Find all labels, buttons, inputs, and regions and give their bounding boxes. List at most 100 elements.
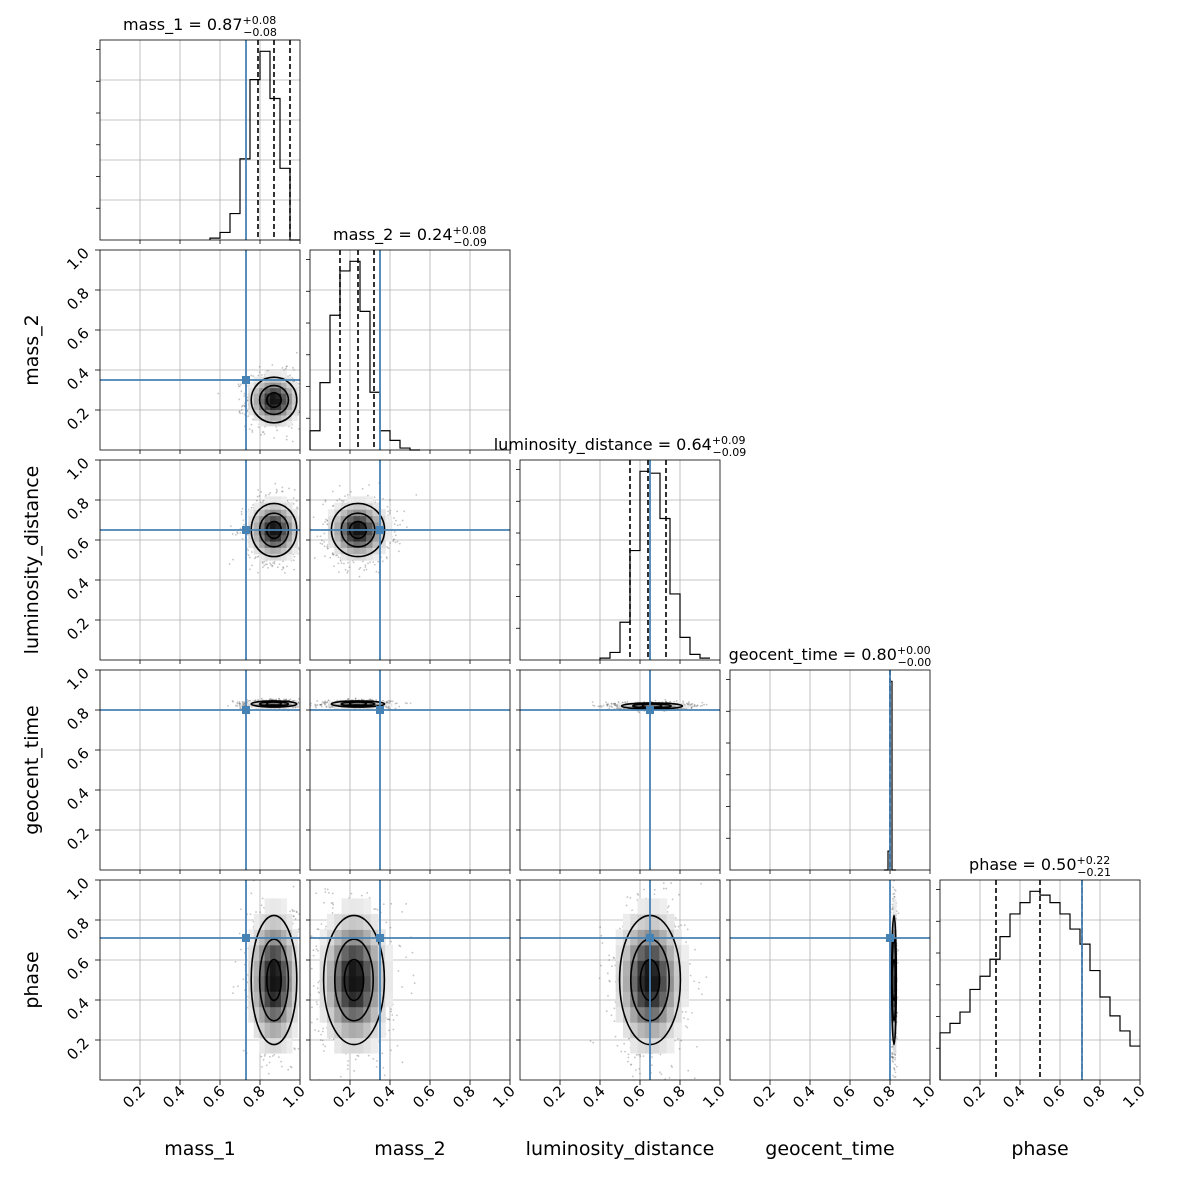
density-cell [275, 528, 282, 536]
sample-point [325, 705, 328, 708]
density-cell [617, 702, 626, 706]
density-cell [291, 393, 298, 400]
density-cell [297, 944, 300, 961]
sample-point [302, 700, 304, 702]
sample-point [385, 921, 388, 924]
sample-point [612, 956, 615, 959]
sample-point [690, 703, 693, 706]
sample-point [696, 704, 699, 707]
density-cell [253, 403, 260, 410]
sample-point [331, 553, 334, 555]
title-minus: −0.21 [1077, 866, 1111, 879]
sample-point [289, 374, 291, 377]
sample-point [263, 1055, 266, 1057]
sample-point [894, 889, 897, 892]
density-cell [334, 1022, 343, 1039]
sample-point [648, 1092, 650, 1094]
sample-point [297, 1047, 300, 1050]
sample-point [630, 1063, 633, 1066]
sample-point [280, 1065, 283, 1068]
y-tick-label: 0.2 [63, 614, 93, 644]
sample-point [389, 542, 392, 544]
sample-point [323, 901, 325, 904]
sample-point [313, 402, 315, 404]
sample-point [326, 523, 329, 526]
sample-point [392, 1028, 395, 1031]
sample-point [367, 1054, 370, 1057]
truth-marker [242, 526, 250, 534]
sample-point [232, 986, 235, 988]
density-cell [348, 1006, 357, 1023]
sample-point [315, 381, 317, 383]
density-cell [630, 913, 639, 930]
sample-point [616, 1044, 619, 1047]
sample-point [375, 1066, 378, 1068]
panel-phase-vs-mass-2 [309, 856, 511, 1081]
sample-point [891, 903, 894, 906]
sample-point [316, 928, 319, 931]
sample-point [324, 891, 327, 893]
density-cell [253, 975, 260, 992]
density-cell [341, 944, 350, 961]
sample-point [393, 538, 395, 541]
sample-point [360, 894, 363, 897]
sample-point [687, 1018, 689, 1021]
sample-point [394, 541, 397, 544]
sample-point [301, 705, 303, 707]
density-cell [681, 944, 689, 961]
x-tick-label: 0.6 [1039, 1082, 1069, 1112]
sample-point [294, 705, 297, 708]
sample-point [326, 547, 329, 550]
sample-point [236, 701, 239, 704]
sample-point [275, 488, 278, 491]
sample-point [693, 1077, 696, 1080]
density-cell [280, 553, 288, 561]
sample-point [258, 495, 261, 497]
sample-point [332, 903, 335, 906]
sample-point [241, 507, 244, 510]
density-cell [253, 521, 260, 529]
density-cell [275, 403, 282, 410]
sample-point [282, 567, 285, 569]
density-cell [363, 975, 372, 992]
contour-level-2 [258, 701, 290, 707]
density-cell [270, 703, 277, 707]
sample-point [389, 926, 392, 929]
sample-point [600, 934, 603, 937]
density-cell [334, 534, 342, 542]
sample-point [386, 700, 388, 703]
sample-point [637, 1053, 640, 1056]
density-cell [270, 913, 277, 930]
y-tick-label: 0.8 [63, 914, 93, 944]
panel-geocent-time-vs-geocent-time: geocent_time = 0.80+0.00 −0.00 [726, 644, 931, 871]
density-cell [359, 502, 367, 510]
sample-point [607, 994, 609, 997]
density-cell [340, 515, 348, 523]
density-cell [666, 1006, 675, 1023]
sample-point [370, 856, 372, 858]
sample-point [689, 962, 691, 965]
sample-point [303, 701, 305, 703]
x-tick-label: 0.8 [449, 1082, 479, 1112]
sample-point [286, 565, 288, 568]
sample-point [896, 996, 899, 999]
panel-geocent-time-vs-mass-1 [99, 669, 305, 871]
density-cell [353, 703, 361, 707]
sample-point [701, 993, 703, 996]
contour-level-3 [322, 914, 386, 1046]
density-cell [297, 393, 300, 400]
sample-point [305, 524, 307, 526]
contour-level-3 [250, 376, 298, 424]
density-cell [275, 502, 282, 510]
posterior-samples [310, 460, 510, 660]
sample-point [387, 510, 390, 513]
density-cell [370, 1006, 379, 1023]
sample-point [300, 1074, 302, 1076]
sample-point [659, 1053, 662, 1056]
sample-point [893, 1068, 896, 1071]
density-cell [356, 944, 364, 961]
sample-point [353, 1070, 356, 1072]
sample-point [239, 527, 242, 530]
title-mass-1: mass_1 = 0.87+0.08 −0.08 [123, 14, 277, 39]
density-cell [644, 898, 653, 915]
